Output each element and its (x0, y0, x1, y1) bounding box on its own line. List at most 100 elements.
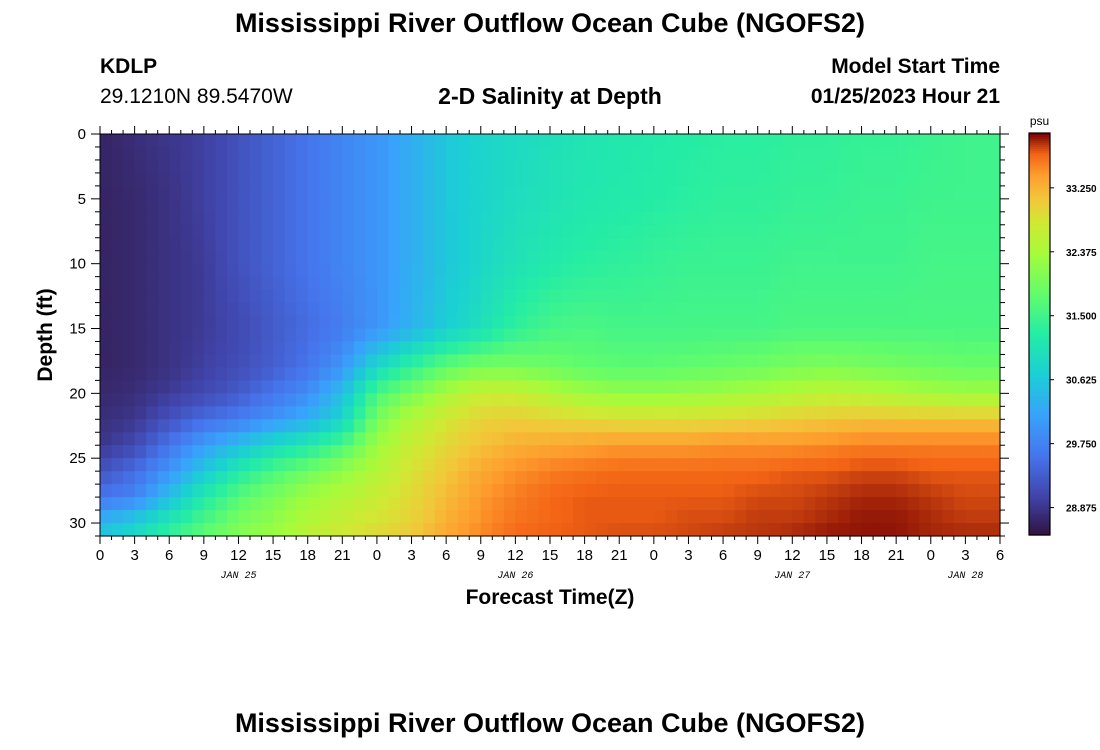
heatmap-cell (873, 328, 886, 343)
heatmap-cell (284, 393, 297, 407)
heatmap-cell (192, 380, 205, 394)
heatmap-cell (746, 406, 759, 420)
heatmap-cell (976, 185, 990, 200)
heatmap-cell (261, 458, 274, 472)
colorbar-swatch (1029, 225, 1050, 229)
heatmap-cell (192, 419, 205, 433)
heatmap-cell (550, 484, 563, 498)
heatmap-cell (457, 146, 470, 161)
heatmap-cell (388, 458, 401, 472)
heatmap-cell (423, 172, 436, 187)
heatmap-cell (203, 172, 216, 187)
heatmap-cell (734, 458, 747, 472)
heatmap-cell (526, 198, 540, 213)
heatmap-cell (307, 458, 320, 472)
colorbar-swatch (1029, 281, 1050, 285)
y-tick-label: 0 (78, 126, 86, 143)
colorbar-swatch (1029, 143, 1050, 146)
heatmap-cell (942, 445, 955, 459)
heatmap-cell (238, 276, 251, 291)
heatmap-cell (642, 224, 655, 239)
heatmap-cell (942, 328, 955, 343)
heatmap-cell (123, 198, 136, 213)
colorbar-swatch (1029, 522, 1050, 526)
heatmap-cell (838, 497, 851, 511)
colorbar-swatch (1029, 356, 1050, 359)
heatmap-cell (353, 185, 366, 200)
heatmap-cell (100, 224, 113, 239)
heatmap-cell (434, 484, 447, 498)
colorbar-swatch (1029, 432, 1050, 436)
heatmap-cell (365, 497, 378, 511)
heatmap-cell (896, 393, 909, 407)
heatmap-cell (896, 471, 909, 485)
heatmap-cell (469, 419, 482, 433)
heatmap-cell (192, 523, 205, 537)
heatmap-cell (134, 393, 147, 407)
heatmap-cell (480, 471, 493, 485)
heatmap-cell (988, 134, 1001, 148)
heatmap-cell (838, 406, 851, 420)
heatmap-cell (526, 276, 540, 291)
heatmap-cell (446, 484, 459, 498)
heatmap-cell (434, 497, 447, 511)
heatmap-cell (515, 406, 528, 420)
heatmap-cell (826, 393, 840, 407)
heatmap-cell (296, 471, 309, 485)
colorbar-swatch (1029, 297, 1050, 301)
heatmap-cell (988, 393, 1001, 407)
heatmap-cell (342, 367, 355, 381)
heatmap-cell (850, 484, 863, 498)
heatmap-cell (180, 263, 193, 278)
heatmap-cell (942, 315, 955, 330)
heatmap-cell (769, 484, 782, 498)
heatmap-cell (492, 134, 505, 148)
heatmap-cell (873, 406, 886, 420)
heatmap-cell (573, 172, 586, 187)
heatmap-cell (123, 458, 136, 472)
heatmap-cell (838, 419, 851, 433)
heatmap-cell (330, 224, 343, 239)
heatmap-cell (642, 445, 655, 459)
station-id: KDLP (100, 55, 158, 78)
heatmap-cell (919, 419, 932, 433)
heatmap-cell (180, 484, 193, 498)
heatmap-cell (238, 134, 251, 148)
heatmap-cell (746, 523, 759, 537)
heatmap-cell (596, 224, 609, 239)
heatmap-cell (526, 302, 540, 317)
heatmap-cell (573, 146, 586, 161)
heatmap-cell (953, 211, 966, 226)
heatmap-cell (780, 471, 793, 485)
heatmap-cell (769, 302, 782, 317)
colorbar-swatch (1029, 466, 1050, 470)
heatmap-cell (411, 315, 424, 330)
heatmap-cell (711, 172, 724, 187)
heatmap-cell (342, 406, 355, 420)
heatmap-cell (676, 302, 690, 317)
heatmap-cell (907, 146, 920, 161)
heatmap-cell (169, 458, 182, 472)
heatmap-cell (850, 185, 863, 200)
heatmap-cell (203, 211, 216, 226)
heatmap-cell (884, 458, 897, 472)
colorbar-swatch (1029, 311, 1050, 315)
heatmap-cell (653, 445, 666, 459)
heatmap-cell (757, 419, 770, 433)
colorbar-swatch (1029, 390, 1050, 393)
colorbar-swatch (1029, 392, 1050, 395)
heatmap-cell (203, 224, 216, 239)
heatmap-cell (238, 185, 251, 200)
heatmap-cell (700, 328, 713, 343)
heatmap-cell (757, 146, 770, 161)
heatmap-cell (192, 315, 205, 330)
heatmap-cell (757, 510, 770, 524)
heatmap-cell (365, 328, 378, 343)
heatmap-cell (319, 302, 332, 317)
heatmap-cell (711, 159, 724, 174)
heatmap-cell (561, 419, 574, 433)
heatmap-cell (988, 302, 1001, 317)
x-tick-label: 3 (684, 547, 692, 564)
heatmap-cell (792, 471, 805, 485)
